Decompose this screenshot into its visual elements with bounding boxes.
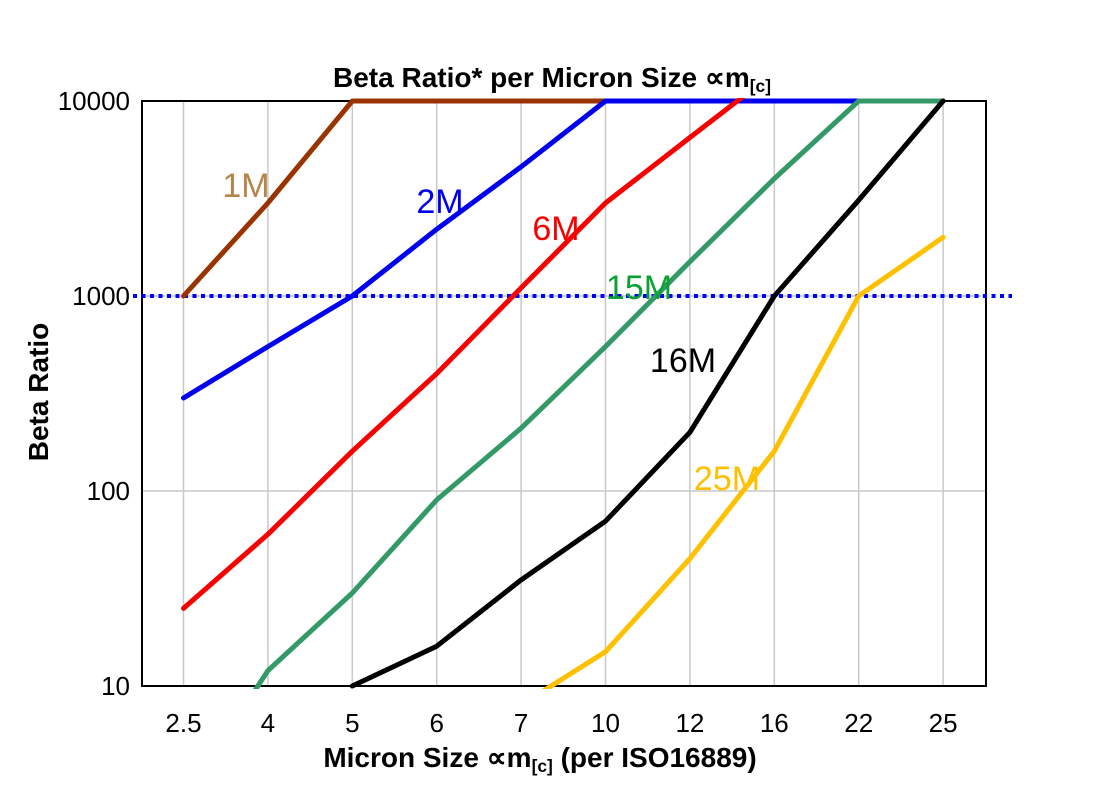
series-label-25M: 25M [694,460,760,498]
series-line-16M [349,98,946,689]
x-tick-label-22: 22 [844,708,873,738]
series-line-2M [181,98,946,401]
x-axis-title-suffix: (per ISO16889) [552,742,757,773]
series-label-6M: 6M [532,210,579,248]
x-tick-label-6: 6 [429,708,443,738]
x-tick-label-16: 16 [760,708,789,738]
chart-title-subscript: [c] [749,75,771,96]
x-axis-title-subscript: [c] [531,755,553,776]
x-axis-title-text: Micron Size ∝m [323,742,532,773]
x-tick-label-4: 4 [261,708,275,738]
x-tick-label-25: 25 [929,708,958,738]
series-label-2M: 2M [416,183,463,221]
y-tick-label-10000: 10000 [58,86,130,116]
chart-title: Beta Ratio* per Micron Size ∝m[c] [0,61,1104,97]
series-line-6M [181,98,746,611]
series-label-16M: 16M [650,342,716,380]
y-axis-title-text: Beta Ratio [23,322,54,462]
series-line-25M [541,234,946,689]
series-label-15M: 15M [606,269,672,307]
y-tick-label-10: 10 [101,671,130,701]
series-line-15M [252,98,946,689]
series-label-1M: 1M [222,167,269,205]
y-tick-label-100: 100 [87,476,130,506]
y-axis-title: Beta Ratio [23,323,55,461]
x-tick-label-12: 12 [675,708,704,738]
y-tick-label-1000: 1000 [72,281,130,311]
x-tick-label-2.5: 2.5 [165,708,201,738]
x-tick-label-5: 5 [345,708,359,738]
x-tick-label-7: 7 [514,708,528,738]
x-tick-label-10: 10 [591,708,620,738]
chart-title-text: Beta Ratio* per Micron Size ∝m [333,62,750,93]
x-axis-title: Micron Size ∝m[c] (per ISO16889) [0,741,1080,777]
